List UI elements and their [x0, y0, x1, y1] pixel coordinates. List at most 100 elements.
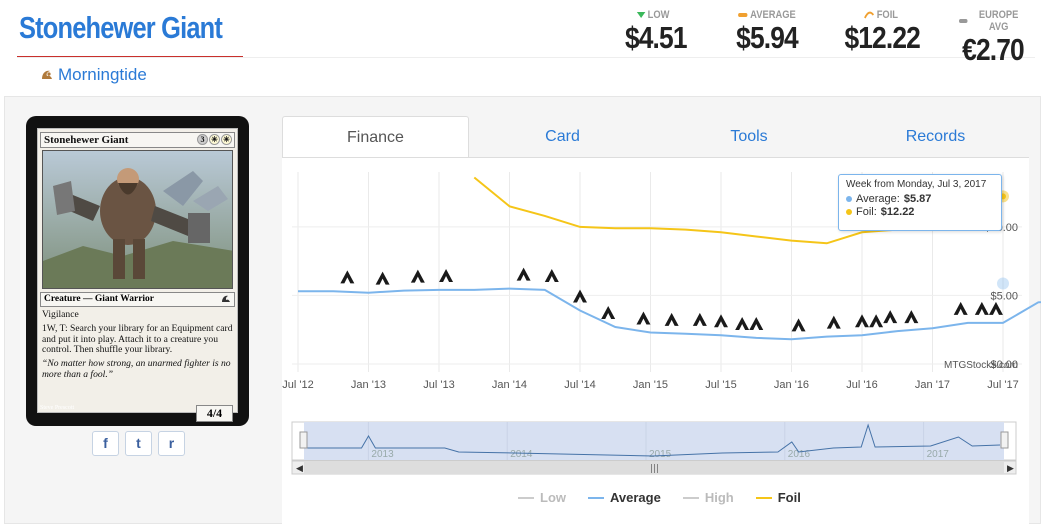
set-release-icon[interactable] [749, 316, 764, 330]
card-rules-text: Vigilance 1W, T: Search your library for… [42, 309, 233, 380]
morningtide-set-icon [42, 70, 52, 79]
set-release-icon[interactable] [439, 268, 454, 282]
scroll-right-arrow-icon[interactable]: ▶ [1007, 464, 1014, 474]
average-bar-icon [738, 13, 748, 17]
tab-underline [282, 157, 1029, 158]
tab-bar: Finance Card Tools Records [282, 116, 1029, 158]
set-release-icon[interactable] [516, 267, 531, 281]
set-release-icon[interactable] [573, 289, 587, 303]
set-release-icon[interactable] [735, 316, 750, 330]
tooltip-foil-row: Foil: $12.22 [846, 206, 994, 218]
tab-card[interactable]: Card [545, 128, 580, 145]
y-tick-label: $0.00 [990, 359, 1018, 371]
x-tick-label: Jan '13 [351, 379, 386, 391]
set-release-icon[interactable] [410, 269, 425, 283]
mana-generic-icon: 3 [197, 134, 208, 145]
x-tick-label: Jul '13 [423, 379, 454, 391]
set-release-icon[interactable] [953, 301, 968, 315]
foil-curve-icon [864, 11, 874, 19]
tooltip-title: Week from Monday, Jul 3, 2017 [846, 179, 987, 190]
set-name[interactable]: Morningtide [58, 65, 147, 84]
facebook-icon[interactable]: f [92, 431, 119, 456]
set-release-icon[interactable] [988, 301, 1003, 315]
tooltip-average-row: Average: $5.87 [846, 193, 994, 205]
legend-item-low[interactable]: Low [518, 490, 566, 505]
tab-records[interactable]: Records [905, 128, 966, 145]
x-tick-label: Jul '17 [987, 379, 1018, 391]
x-tick-label: Jul '14 [564, 379, 595, 391]
legend-item-foil[interactable]: Foil [755, 490, 801, 505]
set-release-icon[interactable] [692, 312, 707, 326]
average-series-line[interactable] [298, 284, 1041, 341]
card-title[interactable]: Stonehewer Giant [19, 10, 223, 45]
card-name-bar: Stonehewer Giant 3 ✳ ✳ [40, 132, 235, 148]
x-tick-label: Jan '16 [774, 379, 809, 391]
legend-item-average[interactable]: Average [588, 490, 661, 505]
x-tick-label: Jan '14 [492, 379, 527, 391]
triangle-down-icon [636, 12, 646, 18]
set-release-icon[interactable] [883, 310, 898, 324]
set-release-icon[interactable] [636, 311, 651, 325]
mana-white-icon: ✳ [209, 134, 220, 145]
price-europe: EUROPE AVG €2.70 [953, 9, 1033, 68]
card-image[interactable]: Stonehewer Giant 3 ✳ ✳ [26, 116, 249, 426]
navigator-year-label: 2014 [510, 449, 533, 460]
set-release-icon[interactable] [714, 314, 728, 328]
set-release-icon[interactable] [826, 315, 841, 329]
set-release-icon[interactable] [904, 310, 919, 324]
x-tick-label: Jan '15 [633, 379, 668, 391]
y-tick-label: $5.00 [990, 290, 1018, 302]
scroll-left-arrow-icon[interactable]: ◀ [296, 464, 303, 474]
set-release-icon[interactable] [869, 314, 884, 328]
set-release-icon[interactable] [375, 271, 390, 285]
card-type-line: Creature — Giant Warrior [40, 292, 235, 307]
set-release-icon[interactable] [855, 314, 869, 328]
set-release-icon[interactable] [340, 270, 355, 284]
card-art [42, 150, 233, 289]
tab-tools[interactable]: Tools [730, 128, 768, 145]
average-hover-marker[interactable] [997, 277, 1009, 290]
price-average-value: $5.94 [736, 20, 799, 55]
social-share: f t r [92, 431, 185, 456]
price-foil: FOIL $12.22 [844, 9, 920, 55]
set-release-icon[interactable] [974, 301, 989, 315]
navigator-year-label: 2017 [927, 449, 950, 460]
set-link[interactable]: Morningtide [40, 65, 147, 85]
x-tick-label: Jul '16 [846, 379, 877, 391]
x-tick-label: Jul '15 [705, 379, 736, 391]
header-divider [17, 57, 1035, 58]
chart-legend: Low Average High Foil [518, 490, 801, 505]
chart-credit: MTGStocks.com [944, 360, 1018, 371]
scrollbar-thumb[interactable] [304, 462, 1004, 473]
page-header: Stonehewer Giant Morningtide LOW $4.51 A… [0, 0, 1041, 96]
price-low-value: $4.51 [624, 20, 688, 55]
navigator-right-handle[interactable] [1000, 431, 1009, 449]
set-release-icon[interactable] [791, 318, 806, 332]
mana-cost: 3 ✳ ✳ [197, 134, 232, 145]
power-toughness: 4/4 [196, 405, 233, 422]
x-tick-label: Jan '17 [915, 379, 950, 391]
navigator-left-handle[interactable] [299, 431, 308, 449]
set-symbol-icon [222, 295, 230, 302]
mana-white-icon: ✳ [221, 134, 232, 145]
tab-finance[interactable]: Finance [282, 116, 469, 158]
set-release-icon[interactable] [664, 312, 679, 326]
scrollbar-grip-icon[interactable]: ||| [650, 464, 659, 474]
legend-item-high[interactable]: High [682, 490, 734, 505]
navigator[interactable]: 2013 2014 2015 2016 2017 ◀ ▶ ||| [291, 421, 1017, 475]
card-frame: Stonehewer Giant 3 ✳ ✳ [37, 128, 238, 422]
price-foil-value: $12.22 [844, 20, 920, 55]
navigator-year-label: 2015 [649, 449, 672, 460]
reddit-icon[interactable]: r [158, 431, 185, 456]
chart-tooltip: Week from Monday, Jul 3, 2017 Average: $5… [838, 174, 1002, 231]
navigator-year-label: 2013 [371, 449, 394, 460]
price-average: AVERAGE $5.94 [736, 9, 799, 55]
title-underline [17, 56, 243, 57]
navigator-series-line [306, 423, 1001, 457]
europe-bar-icon [959, 19, 968, 23]
twitter-icon[interactable]: t [125, 431, 152, 456]
navigator-selection[interactable] [304, 422, 1004, 460]
set-release-icon[interactable] [544, 268, 559, 282]
set-release-icon[interactable] [601, 305, 616, 319]
